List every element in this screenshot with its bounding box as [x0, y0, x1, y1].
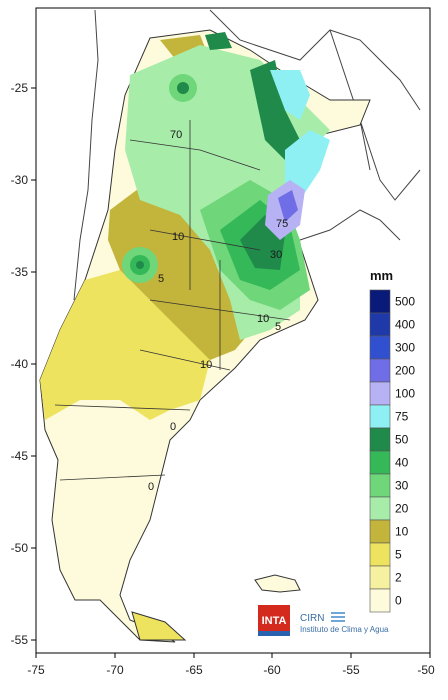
legend-swatch — [369, 335, 391, 360]
legend-swatch — [369, 450, 391, 475]
legend-label: 5 — [395, 548, 402, 562]
legend-label: 0 — [395, 594, 402, 608]
zone-40-50-ne — [250, 60, 300, 160]
x-tick-label: -60 — [263, 663, 281, 677]
legend-swatch — [369, 473, 391, 498]
y-tick-label: -40 — [11, 357, 29, 371]
contour-label: 0 — [170, 421, 176, 433]
legend-unit: mm — [370, 268, 393, 283]
legend-label: 30 — [395, 479, 409, 493]
contour-label: 5 — [158, 273, 164, 285]
zone-50-75 — [270, 70, 310, 120]
legend-swatch — [369, 289, 391, 314]
legend-label: 75 — [395, 410, 409, 424]
y-tick-label: -25 — [11, 81, 29, 95]
legend-swatch — [369, 427, 391, 452]
legend-swatch — [369, 565, 391, 590]
legend-label: 50 — [395, 433, 409, 447]
legend-label: 20 — [395, 502, 409, 516]
zone-40-50-top — [205, 32, 232, 50]
legend-label: 100 — [395, 387, 415, 401]
legend-label: 2 — [395, 571, 402, 585]
contour-label: 75 — [276, 218, 288, 230]
legend-swatch — [369, 588, 391, 613]
inta-logo-text: INTA — [262, 615, 287, 627]
legend-swatch — [369, 358, 391, 383]
legend-swatch — [369, 542, 391, 567]
contour-label: 10 — [257, 313, 269, 325]
zone-local-max-north-core — [177, 82, 189, 94]
contour-label: 30 — [270, 249, 282, 261]
zone-2-5 — [40, 270, 210, 420]
cirn-text: CIRN — [300, 613, 324, 624]
x-axis: -75 -70 -65 -60 -55 -50 — [27, 653, 435, 677]
contour-label: 70 — [170, 129, 182, 141]
legend-swatch — [369, 496, 391, 521]
argentina-precip-zones — [39, 29, 371, 643]
legend-label: 400 — [395, 318, 415, 332]
x-tick-label: -75 — [27, 663, 45, 677]
zone-100-200 — [278, 190, 298, 222]
legend-label: 40 — [395, 456, 409, 470]
y-tick-label: -45 — [11, 449, 29, 463]
contour-label: 10 — [172, 231, 184, 243]
islands — [254, 574, 301, 593]
x-tick-label: -55 — [342, 663, 360, 677]
x-tick-label: -70 — [106, 663, 124, 677]
contour-label: 5 — [275, 321, 281, 333]
contour-labels: 70 10 5 75 30 10 5 10 0 0 — [148, 129, 288, 493]
x-tick-label: -50 — [417, 663, 435, 677]
x-tick-label: -65 — [185, 663, 203, 677]
province-borders — [54, 120, 291, 481]
y-tick-label: -50 — [11, 541, 29, 555]
institute-text: Instituto de Clima y Agua — [300, 625, 389, 634]
legend-label: 500 — [395, 295, 415, 309]
zone-tierra-del-fuego — [131, 611, 187, 641]
inta-logo: INTA — [258, 605, 290, 636]
cirn-logo: CIRN Instituto de Clima y Agua — [300, 612, 389, 634]
y-axis: -25 -30 -35 -40 -45 -50 -55 — [11, 81, 36, 647]
legend-swatch — [369, 404, 391, 429]
y-tick-label: -35 — [11, 265, 29, 279]
legend-swatch — [369, 519, 391, 544]
y-tick-label: -30 — [11, 173, 29, 187]
y-tick-label: -55 — [11, 633, 29, 647]
contour-label: 10 — [200, 359, 212, 371]
legend-label: 200 — [395, 364, 415, 378]
legend-label: 300 — [395, 341, 415, 355]
legend-swatch — [369, 381, 391, 406]
zone-local-max-west-core — [136, 261, 144, 269]
legend-label: 10 — [395, 525, 409, 539]
contour-label: 0 — [148, 481, 154, 493]
zone-50-75-east — [285, 130, 330, 200]
legend-swatch — [369, 312, 391, 337]
neighbor-borders — [73, 9, 421, 301]
